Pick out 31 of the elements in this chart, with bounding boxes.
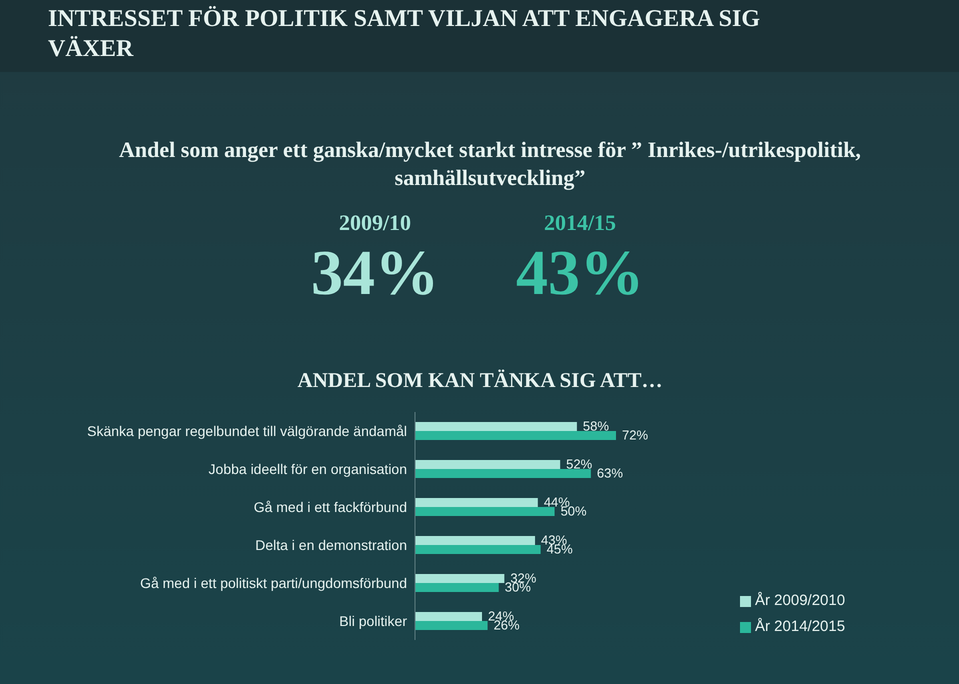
text: Andel som anger ett ganska/mycket starkt intresse för ” Inrikes-/utrikespolitik, samhällsutveckling” — [118, 136, 862, 192]
bar — [415, 583, 499, 592]
data-label: 63% — [596, 466, 624, 480]
bar — [415, 545, 541, 554]
bar — [415, 612, 482, 621]
data-label: 72% — [622, 428, 648, 442]
legend-label: År 2014/2015 — [755, 618, 846, 635]
bar — [415, 574, 504, 583]
y-tick-label: Bli politiker — [339, 612, 408, 629]
y-tick-label: Jobba ideellt för en organisation — [208, 460, 407, 477]
chart-title: INTRESSET FÖR POLITIK SAMT VILJAN ATT ENGAGERA SIG VÄXER — [48, 5, 761, 64]
bar — [415, 621, 488, 630]
y-tick-label: Delta i en demonstration — [255, 536, 407, 553]
data-label: 52% — [566, 456, 593, 472]
text: 2009/10 — [338, 210, 412, 236]
bar — [415, 498, 538, 507]
y-tick-label: Gå med i ett fackförbund — [254, 498, 407, 515]
y-tick-label: Gå med i ett politiskt parti/ungdomsförbund — [140, 574, 407, 591]
bar — [415, 431, 616, 440]
bar — [415, 422, 577, 431]
bar — [415, 469, 591, 478]
text: 2014/15 — [542, 210, 618, 236]
y-tick-label: Skänka pengar regelbundet till välgörande ändamål — [87, 422, 407, 439]
data-label: 58% — [582, 418, 610, 434]
bar — [415, 507, 555, 516]
chart-subtitle: ANDEL SOM KAN TÄNKA SIG ATT… — [296, 368, 664, 393]
bar — [415, 460, 560, 469]
text: 34% — [310, 236, 440, 310]
legend-label: År 2009/2010 — [755, 592, 846, 609]
text: 43% — [515, 236, 645, 310]
bar — [415, 536, 536, 545]
